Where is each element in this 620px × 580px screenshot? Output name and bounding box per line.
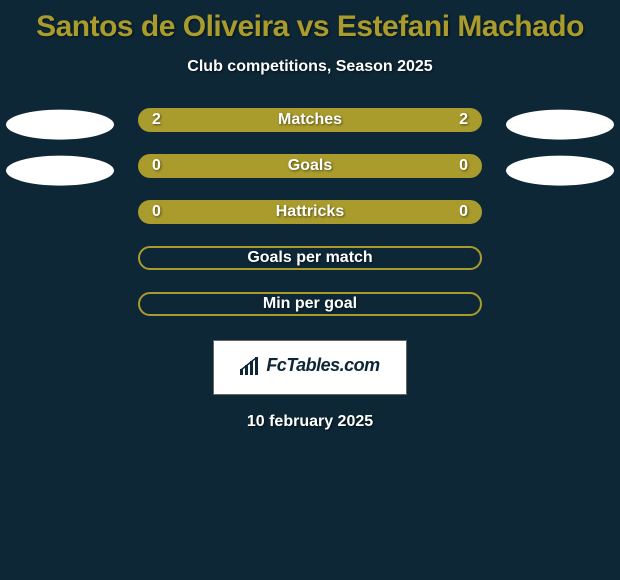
brand-text: FcTables.com	[266, 355, 379, 376]
stat-bar: Goals per match	[138, 246, 482, 270]
stat-label: Min per goal	[140, 295, 480, 313]
player-badge-right	[506, 156, 614, 186]
stat-value-right: 0	[459, 203, 468, 221]
stat-row: Min per goal	[0, 288, 620, 334]
page-subtitle: Club competitions, Season 2025	[0, 58, 620, 76]
date-text: 10 february 2025	[0, 413, 620, 431]
stat-label: Goals	[140, 157, 480, 175]
stat-bar: 2Matches2	[138, 108, 482, 132]
stat-row: Goals per match	[0, 242, 620, 288]
comparison-card: Santos de Oliveira vs Estefani Machado C…	[0, 0, 620, 580]
chart-icon	[240, 357, 260, 375]
stat-value-right: 0	[459, 157, 468, 175]
stat-label: Goals per match	[140, 249, 480, 267]
stat-bar: 0Goals0	[138, 154, 482, 178]
stat-row: 2Matches2	[0, 104, 620, 150]
stats-container: 2Matches20Goals00Hattricks0Goals per mat…	[0, 104, 620, 334]
stat-bar: Min per goal	[138, 292, 482, 316]
player-badge-left	[6, 110, 114, 140]
brand: FcTables.com	[240, 355, 379, 376]
stat-label: Matches	[140, 111, 480, 129]
page-title: Santos de Oliveira vs Estefani Machado	[0, 0, 620, 44]
stat-label: Hattricks	[140, 203, 480, 221]
stat-row: 0Hattricks0	[0, 196, 620, 242]
brand-box: FcTables.com	[213, 340, 406, 395]
player-badge-left	[6, 156, 114, 186]
stat-value-right: 2	[459, 111, 468, 129]
player-badge-right	[506, 110, 614, 140]
stat-row: 0Goals0	[0, 150, 620, 196]
stat-bar: 0Hattricks0	[138, 200, 482, 224]
